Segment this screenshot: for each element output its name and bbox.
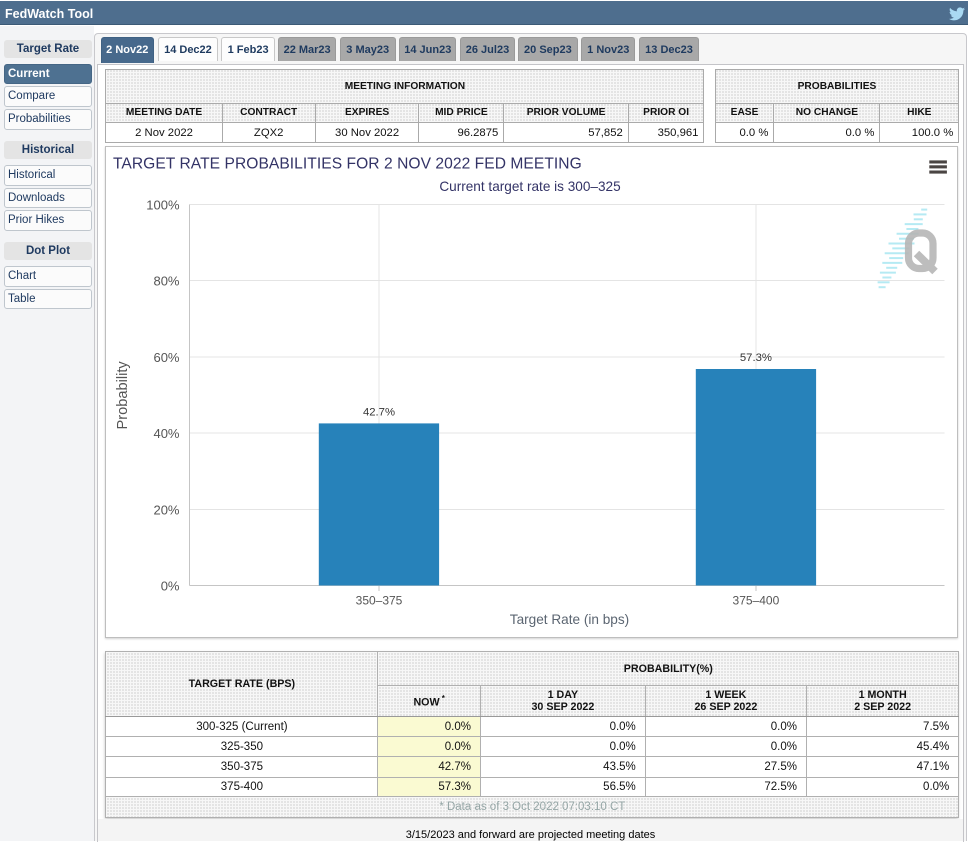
svg-text:57.3%: 57.3%: [740, 352, 772, 364]
svg-text:42.7%: 42.7%: [363, 407, 395, 419]
svg-text:375–400: 375–400: [732, 594, 779, 608]
svg-text:350–375: 350–375: [356, 594, 403, 608]
svg-text:Current target rate is 300–325: Current target rate is 300–325: [439, 179, 620, 194]
svg-text:0%: 0%: [161, 579, 180, 594]
svg-text:Probability: Probability: [115, 361, 131, 430]
svg-text:80%: 80%: [153, 274, 179, 289]
svg-text:100%: 100%: [146, 198, 180, 213]
svg-text:40%: 40%: [153, 426, 179, 441]
svg-text:60%: 60%: [153, 350, 179, 365]
svg-text:Target Rate (in bps): Target Rate (in bps): [510, 612, 629, 627]
svg-text:TARGET RATE PROBABILITIES FOR: TARGET RATE PROBABILITIES FOR 2 NOV 2022…: [113, 156, 582, 173]
svg-text:20%: 20%: [153, 503, 179, 518]
